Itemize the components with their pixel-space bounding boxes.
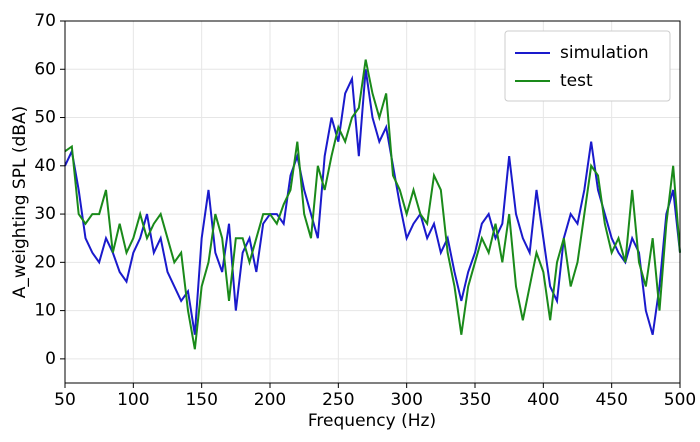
- x-tick-label: 300: [390, 390, 422, 410]
- x-tick-label: 400: [527, 390, 559, 410]
- legend: simulation test: [504, 30, 671, 102]
- x-axis-label: Frequency (Hz): [308, 411, 436, 431]
- x-tick-label: 450: [595, 390, 627, 410]
- x-tick-label: 350: [459, 390, 491, 410]
- y-tick-label: 40: [34, 156, 56, 176]
- series-line: [64, 69, 681, 336]
- series-line: [64, 59, 681, 350]
- y-tick-label: 50: [34, 108, 56, 128]
- x-tick-label: 150: [185, 390, 217, 410]
- x-tick-label: 200: [254, 390, 286, 410]
- legend-label: simulation: [560, 43, 649, 63]
- legend-box: [504, 30, 671, 102]
- y-tick-label: 30: [34, 204, 56, 224]
- x-tick-label: 100: [117, 390, 149, 410]
- y-tick-label: 70: [34, 11, 56, 31]
- y-tick-label: 0: [45, 349, 56, 369]
- y-axis-label: A_weighting SPL (dBA): [10, 106, 30, 298]
- y-tick-label: 60: [34, 59, 56, 79]
- plot-frame: [64, 20, 681, 384]
- y-tick-label: 10: [34, 301, 56, 321]
- x-tick-label: 50: [54, 390, 76, 410]
- legend-label: test: [560, 71, 593, 91]
- x-tick-label: 250: [322, 390, 354, 410]
- x-tick-label: 500: [664, 390, 696, 410]
- y-tick-label: 20: [34, 252, 56, 272]
